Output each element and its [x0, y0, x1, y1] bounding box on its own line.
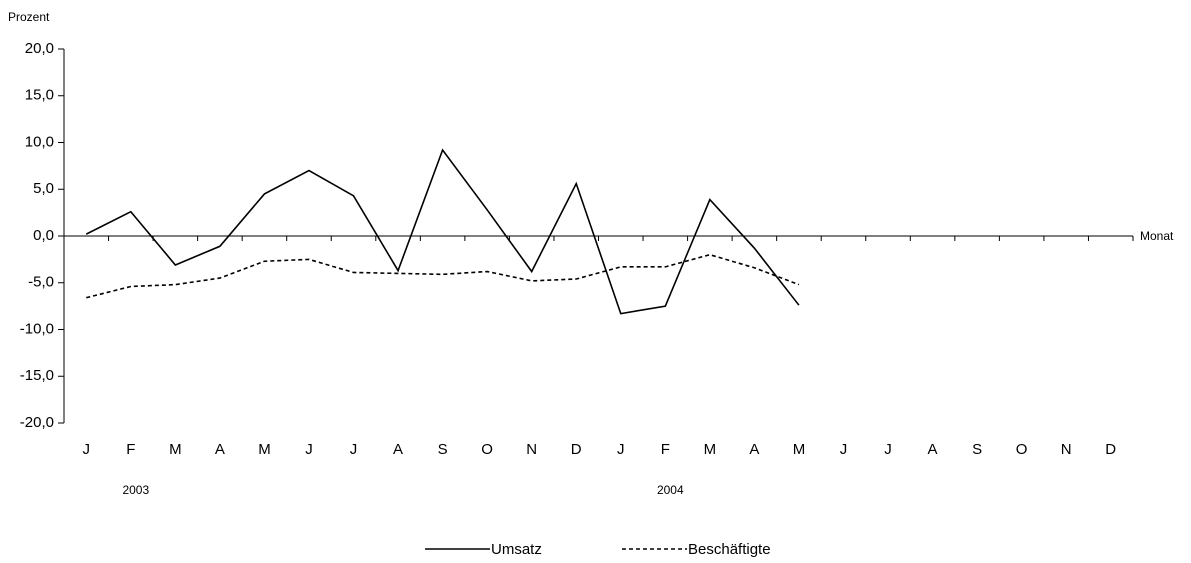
x-tick-label: J	[83, 441, 91, 458]
x-tick-label: N	[526, 441, 537, 458]
x-tick-label: M	[704, 441, 717, 458]
x-tick-label: A	[749, 441, 759, 458]
y-axis-label: Prozent	[8, 10, 50, 24]
y-tick-label: 15,0	[25, 87, 54, 104]
x-tick-label: A	[393, 441, 403, 458]
x-tick-label: M	[169, 441, 182, 458]
x-tick-label: M	[793, 441, 806, 458]
x-tick-label: F	[126, 441, 135, 458]
x-tick-label: D	[1105, 441, 1116, 458]
y-tick-label: 10,0	[25, 133, 54, 150]
x-tick-label: S	[438, 441, 448, 458]
x-tick-label: J	[840, 441, 848, 458]
x-tick-label: F	[661, 441, 670, 458]
x-tick-label: O	[481, 441, 493, 458]
x-tick-label: O	[1016, 441, 1028, 458]
y-tick-label: -15,0	[20, 367, 54, 384]
x-tick-label: J	[617, 441, 625, 458]
y-tick-label: -5,0	[28, 274, 54, 291]
y-tick-label: -10,0	[20, 320, 54, 337]
x-tick-label: A	[215, 441, 225, 458]
y-tick-label: -20,0	[20, 414, 54, 431]
x-axis-label: Monat	[1140, 229, 1174, 243]
x-tick-label: N	[1061, 441, 1072, 458]
legend-label: Beschäftigte	[688, 541, 771, 558]
x-tick-label: J	[305, 441, 313, 458]
line-series	[86, 253, 800, 299]
x-tick-label: J	[350, 441, 358, 458]
y-tick-label: 20,0	[25, 40, 54, 57]
x-tick-label: M	[258, 441, 271, 458]
line-series	[85, 148, 800, 315]
x-tick-label: J	[884, 441, 892, 458]
year-label: 2003	[122, 483, 149, 497]
x-tick-label: A	[928, 441, 938, 458]
x-tick-label: S	[972, 441, 982, 458]
y-tick-label: 5,0	[33, 180, 54, 197]
x-tick-label: D	[571, 441, 582, 458]
y-tick-label: 0,0	[33, 227, 54, 244]
year-label: 2004	[657, 483, 684, 497]
legend-label: Umsatz	[491, 541, 542, 558]
